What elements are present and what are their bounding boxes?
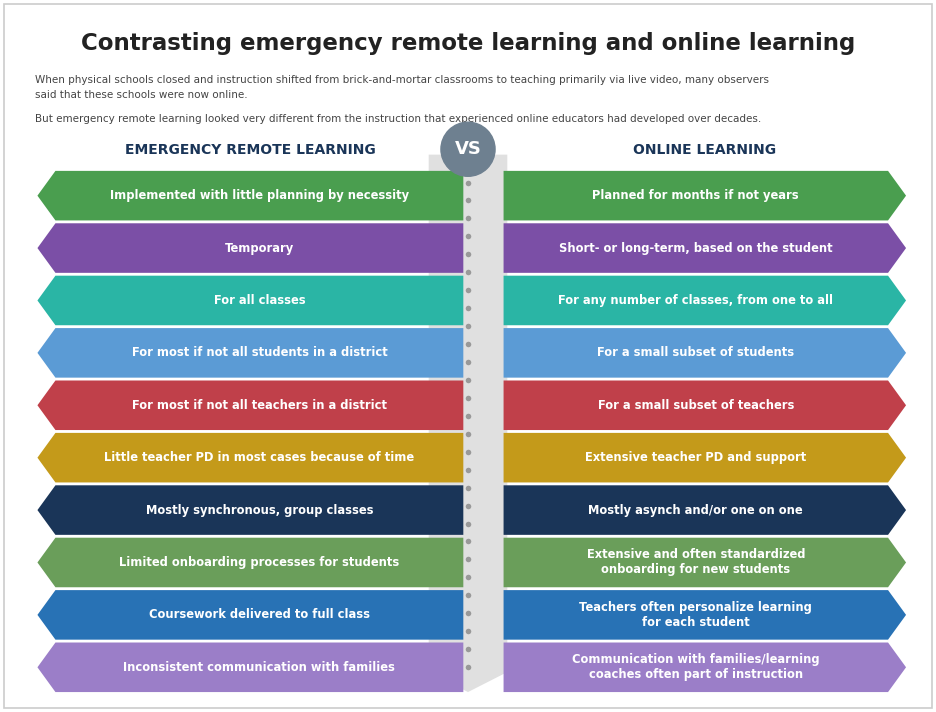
Polygon shape (37, 276, 463, 325)
Text: Limited onboarding processes for students: Limited onboarding processes for student… (119, 556, 400, 569)
Polygon shape (504, 642, 906, 692)
Text: Little teacher PD in most cases because of time: Little teacher PD in most cases because … (104, 451, 415, 464)
Text: For any number of classes, from one to all: For any number of classes, from one to a… (558, 294, 833, 307)
Polygon shape (37, 433, 463, 483)
Text: Communication with families/learning
coaches often part of instruction: Communication with families/learning coa… (572, 654, 820, 681)
Polygon shape (37, 380, 463, 430)
Text: When physical schools closed and instruction shifted from brick-and-mortar class: When physical schools closed and instruc… (35, 75, 769, 100)
Polygon shape (504, 486, 906, 535)
Polygon shape (37, 171, 463, 221)
Polygon shape (37, 328, 463, 377)
Polygon shape (504, 380, 906, 430)
Text: Coursework delivered to full class: Coursework delivered to full class (149, 608, 370, 622)
Polygon shape (504, 171, 906, 221)
Polygon shape (504, 276, 906, 325)
Polygon shape (429, 155, 507, 692)
Polygon shape (37, 486, 463, 535)
Text: Extensive teacher PD and support: Extensive teacher PD and support (585, 451, 807, 464)
Polygon shape (504, 590, 906, 639)
Polygon shape (504, 433, 906, 483)
Text: For most if not all students in a district: For most if not all students in a distri… (131, 346, 388, 360)
Text: Teachers often personalize learning
for each student: Teachers often personalize learning for … (579, 601, 812, 629)
Text: ONLINE LEARNING: ONLINE LEARNING (634, 142, 776, 157)
Text: For most if not all teachers in a district: For most if not all teachers in a distri… (132, 399, 387, 412)
Text: Extensive and often standardized
onboarding for new students: Extensive and often standardized onboard… (587, 548, 805, 577)
Text: VS: VS (455, 140, 481, 158)
Text: Mostly asynch and/or one on one: Mostly asynch and/or one on one (589, 503, 803, 517)
Text: Planned for months if not years: Planned for months if not years (592, 189, 799, 202)
Text: For a small subset of teachers: For a small subset of teachers (597, 399, 794, 412)
Text: Contrasting emergency remote learning and online learning: Contrasting emergency remote learning an… (80, 32, 856, 55)
Polygon shape (37, 224, 463, 273)
Text: For all classes: For all classes (213, 294, 305, 307)
Text: Inconsistent communication with families: Inconsistent communication with families (124, 661, 395, 674)
Text: Mostly synchronous, group classes: Mostly synchronous, group classes (146, 503, 373, 517)
Text: But emergency remote learning looked very different from the instruction that ex: But emergency remote learning looked ver… (35, 114, 761, 124)
Polygon shape (504, 538, 906, 587)
Text: Implemented with little planning by necessity: Implemented with little planning by nece… (110, 189, 409, 202)
Circle shape (441, 122, 495, 177)
Text: EMERGENCY REMOTE LEARNING: EMERGENCY REMOTE LEARNING (125, 142, 375, 157)
Text: For a small subset of students: For a small subset of students (597, 346, 795, 360)
Polygon shape (37, 642, 463, 692)
Polygon shape (504, 328, 906, 377)
Polygon shape (37, 590, 463, 639)
Polygon shape (504, 224, 906, 273)
Text: Short- or long-term, based on the student: Short- or long-term, based on the studen… (559, 241, 833, 255)
Polygon shape (37, 538, 463, 587)
FancyBboxPatch shape (4, 4, 932, 708)
Text: Temporary: Temporary (225, 241, 294, 255)
